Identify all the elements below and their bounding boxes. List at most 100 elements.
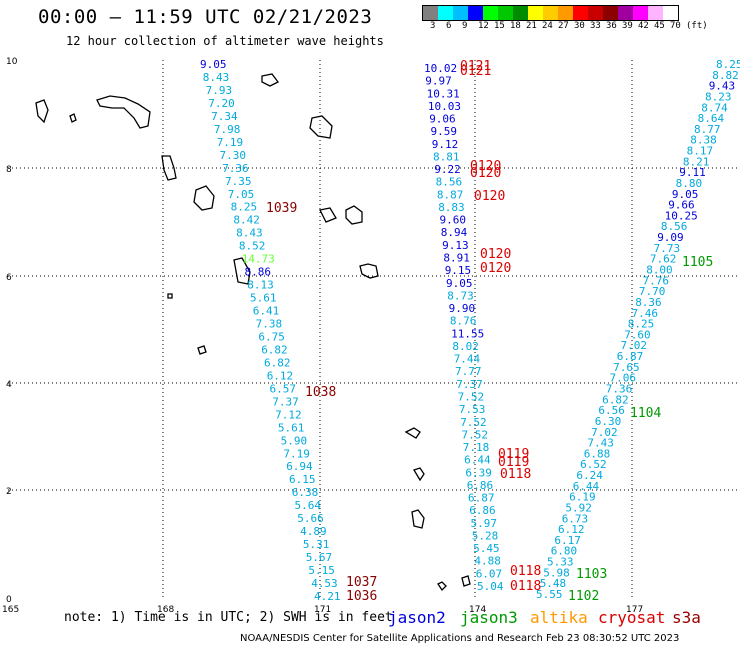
track1-value: 5.61 [250, 292, 277, 305]
track2-value: 9.97 [425, 75, 452, 88]
color-scale-label: (ft) [686, 21, 708, 31]
color-scale-label: 21 [526, 21, 537, 31]
track2-value: 10.03 [428, 100, 461, 113]
track3-value: 8.36 [635, 296, 662, 309]
legend-s3a: s3a [672, 608, 701, 627]
track3-value: 7.70 [639, 285, 666, 298]
island-2 [96, 95, 151, 129]
pass-time-label: 1038 [305, 385, 336, 400]
track1-value: 7.05 [228, 188, 255, 201]
island-15 [461, 575, 471, 587]
track1-value: 7.36 [222, 162, 249, 175]
chart-title: 00:00 – 11:59 UTC 02/21/2023 [38, 6, 373, 28]
track3-value: 6.87 [617, 350, 644, 363]
track2-value: 8.87 [437, 188, 464, 201]
track3-value: 8.23 [705, 90, 732, 103]
track1-value: 14.73 [242, 253, 275, 266]
y-tick-label: 10 [6, 57, 18, 67]
pass-time-label: 0118 [500, 467, 531, 482]
track1-value: 8.25 [231, 201, 258, 214]
track1-value: 8.43 [236, 227, 263, 240]
pass-time-label: 0120 [470, 166, 501, 181]
island-8 [345, 205, 363, 225]
color-scale-label: 27 [558, 21, 569, 31]
color-swatch [528, 6, 543, 20]
track3-value: 7.02 [591, 426, 618, 439]
track3-value: 6.88 [584, 447, 611, 460]
track1-value: 5.61 [278, 421, 305, 434]
color-scale-label: 18 [510, 21, 521, 31]
track2-value: 8.56 [436, 176, 463, 189]
track3-value: 6.56 [598, 404, 625, 417]
island-13 [411, 509, 425, 529]
track2-value: 7.53 [459, 403, 486, 416]
pass-time-label: 0120 [470, 159, 501, 174]
color-swatch [618, 6, 633, 20]
pass-time-label: 0120 [480, 247, 511, 262]
track3-value: 9.66 [668, 199, 695, 212]
track3-value: 8.25 [716, 58, 740, 71]
island-3 [261, 73, 279, 87]
pass-time-label: 0119 [498, 455, 529, 470]
credit-line: NOAA/NESDIS Center for Satellite Applica… [240, 633, 680, 644]
track1-value: 7.93 [206, 84, 233, 97]
track1-value: 6.57 [270, 382, 297, 395]
track1-value: 5.64 [295, 499, 322, 512]
color-scale-label: 15 [494, 21, 505, 31]
island-10 [359, 263, 379, 279]
legend-cryosat: cryosat [598, 608, 666, 627]
track1-value: 6.12 [267, 369, 294, 382]
pass-time-label: 1039 [266, 201, 297, 216]
y-tick-label: 0 [6, 595, 12, 605]
track1-value: 4.89 [300, 525, 327, 538]
track2-value: 8.73 [447, 289, 474, 302]
track1-value: 5.15 [308, 564, 335, 577]
track3-value: 7.06 [610, 372, 637, 385]
track2-value: 6.39 [465, 466, 492, 479]
color-scale-labels: 3 6 9 12 15 18 21 24 27 30 33 36 39 42 45 70 (ft) [422, 21, 740, 33]
track1-value: 7.37 [272, 395, 299, 408]
y-tick-label: 6 [6, 273, 12, 283]
color-scale-label: 45 [654, 21, 665, 31]
track2-value: 7.77 [455, 365, 482, 378]
track3-value: 8.21 [683, 155, 710, 168]
track1-value: 7.30 [220, 149, 247, 162]
pass-time-label: 1104 [630, 406, 661, 421]
pass-time-label: 0118 [510, 564, 541, 579]
color-swatch [498, 6, 513, 20]
track3-value: 8.64 [698, 112, 725, 125]
track1-value: 7.34 [211, 110, 238, 123]
x-tick-label: 174 [469, 605, 486, 615]
track1-value: 7.35 [225, 175, 252, 188]
track1-value: 7.12 [275, 408, 302, 421]
track3-value: 9.11 [679, 166, 706, 179]
track3-value: 7.46 [632, 307, 659, 320]
island-4 [309, 115, 333, 139]
track3-value: 6.30 [595, 415, 622, 428]
track1-value: 9.05 [200, 58, 227, 71]
color-scale-label: 9 [462, 21, 468, 31]
track3-value: 6.17 [554, 534, 581, 547]
altimeter-tracks: 9.058.437.937.207.347.987.197.307.367.35… [200, 58, 740, 603]
track1-value: 6.75 [258, 331, 285, 344]
color-scale-label: 6 [446, 21, 452, 31]
track1-value: 7.38 [256, 318, 283, 331]
legend-jason2: jason2 [388, 608, 446, 627]
track1-value: 5.90 [281, 434, 308, 447]
track3-value: 9.05 [672, 188, 699, 201]
track2-value: 7.44 [454, 353, 481, 366]
track3-value: 7.60 [624, 328, 651, 341]
islands [35, 73, 471, 592]
track2-value: 7.37 [456, 378, 483, 391]
track2-value: 8.02 [452, 340, 479, 353]
track3-value: 7.76 [643, 274, 670, 287]
island-18 [167, 293, 173, 299]
track3-value: 6.44 [573, 480, 600, 493]
color-scale-label: 30 [574, 21, 585, 31]
track3-value: 8.17 [687, 145, 714, 158]
track1-value: 6.82 [261, 344, 288, 357]
track2-value: 9.22 [434, 163, 461, 176]
island-6 [193, 185, 215, 211]
color-swatch [633, 6, 648, 20]
